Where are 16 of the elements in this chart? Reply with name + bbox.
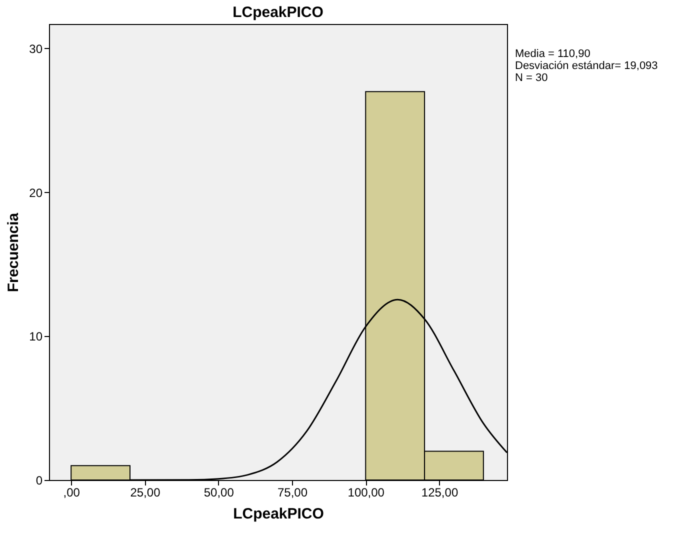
y-axis-title: Frecuencia	[5, 212, 22, 292]
text: Media = 110,90	[515, 48, 590, 60]
x-tick-label: ,00	[63, 486, 80, 500]
text: N = 30	[515, 72, 548, 84]
x-tick-label: 50,00	[204, 486, 234, 500]
y-tick-label: 0	[36, 474, 43, 488]
y-tick-label: 10	[29, 330, 43, 344]
x-tick-label: 125,00	[421, 486, 458, 500]
y-tick-label: 20	[29, 186, 43, 200]
x-tick-label: 75,00	[277, 486, 308, 500]
x-axis-title: LCpeakPICO	[233, 506, 324, 522]
y-tick-label: 30	[29, 42, 43, 56]
text: Desviación estándar= 19,093	[515, 60, 658, 72]
x-tick-label: 100,00	[348, 486, 385, 500]
chart-title: LCpeakPICO	[232, 4, 324, 21]
x-tick-label: 25,00	[130, 486, 161, 500]
